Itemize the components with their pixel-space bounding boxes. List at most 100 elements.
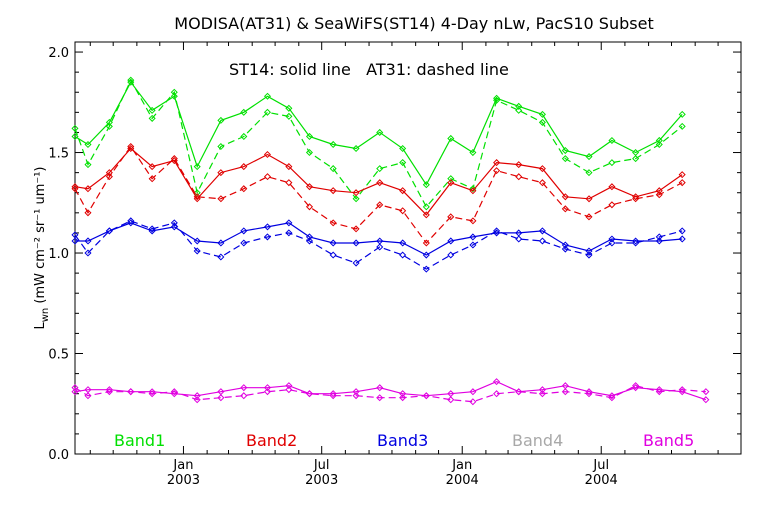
x-tick-label-month: Jul [313,458,330,473]
data-point-band5-solid [263,384,272,392]
data-point-band3-dashed [399,251,407,259]
data-point-band5-dashed [71,384,79,392]
data-point-band5-dashed [399,394,407,402]
data-point-band1-dashed [127,76,135,84]
data-point-band5-dashed [655,388,663,396]
series-line-band1-solid [74,81,683,186]
data-point-band5-solid [217,388,225,396]
data-point-band2-solid [399,187,407,195]
legend: Band1 Band2 Band3 Band4 Band5 [114,431,694,450]
data-point-band1-dashed [538,118,546,126]
data-point-band1-dashed [678,122,686,130]
series-line-band5-dashed [74,385,706,403]
data-point-band3-dashed [561,245,569,253]
data-point-band3-solid [538,227,546,235]
data-point-band5-dashed [217,394,225,402]
data-point-band3-dashed [352,259,360,267]
data-point-band1-solid [515,102,523,110]
data-point-band1-solid [217,116,225,124]
data-point-band1-dashed [585,169,593,177]
line-style-annotation: ST14: solid line AT31: dashed line [229,60,509,79]
data-point-band2-solid [376,179,384,187]
data-point-band2-solid [655,187,663,195]
data-point-band2-dashed [285,179,293,187]
data-point-band1-dashed [352,195,360,203]
data-point-band1-dashed [285,112,293,120]
data-point-band3-dashed [655,233,663,241]
data-point-band2-dashed [305,203,314,211]
data-point-band2-solid [493,159,501,167]
series-line-band3-dashed [74,220,683,270]
data-point-band1-dashed [240,132,248,141]
data-point-band3-solid [469,233,477,241]
data-point-band3-solid [515,229,523,237]
data-point-band2-solid [127,144,135,153]
data-point-band1-dashed [263,108,271,116]
data-point-band3-solid [632,237,640,245]
data-point-band1-dashed [447,175,455,183]
data-point-band3-solid [399,239,407,247]
data-point-band1-dashed [105,122,113,130]
data-point-band5-dashed [469,398,477,406]
data-point-band5-solid [329,390,337,398]
data-point-band2-dashed [263,173,272,181]
data-point-band2-dashed [678,179,686,187]
plot-frame [74,41,742,455]
data-point-band5-dashed [170,388,178,396]
data-point-band1-solid [493,94,501,102]
data-point-band3-dashed [447,251,455,259]
data-point-band2-dashed [399,207,407,215]
data-point-band2-dashed [376,201,384,209]
data-point-band1-dashed [329,165,337,173]
data-point-band5-solid [493,378,501,386]
data-point-band2-solid [469,187,477,195]
data-point-band3-solid [376,237,384,245]
data-point-band1-dashed [71,124,79,132]
data-point-band5-dashed [702,388,710,396]
data-point-band3-dashed [84,249,92,257]
data-point-band3-solid [352,239,360,247]
data-point-band2-dashed [240,185,248,193]
data-point-band3-solid [240,227,248,235]
data-point-band1-solid [193,163,201,171]
data-point-band2-dashed [193,193,201,201]
data-point-band3-solid [193,237,201,245]
data-point-band3-solid [678,235,686,243]
data-point-band2-dashed [608,201,616,209]
data-point-band5-solid [193,392,201,400]
data-point-band3-solid [655,237,663,245]
data-point-band5-dashed [84,392,92,400]
data-point-band3-solid [608,235,616,243]
data-point-band5-solid [399,390,407,398]
data-point-band5-dashed [632,382,640,390]
data-point-band1-dashed [399,159,407,167]
data-point-band5-dashed [376,394,384,402]
data-point-band5-dashed [515,388,523,396]
data-point-band2-solid [561,193,569,201]
x-tick-label-year: 2003 [167,473,200,488]
data-point-band5-dashed [538,390,546,398]
data-point-band2-dashed [127,142,135,151]
data-point-band1-dashed [493,96,501,104]
data-point-band3-dashed [515,235,523,243]
data-point-band1-dashed [193,189,201,197]
data-point-band3-dashed [469,241,477,249]
data-point-band1-solid [170,92,178,100]
data-point-band3-dashed [422,265,430,273]
data-point-band5-dashed [561,388,569,396]
data-point-band2-dashed [632,195,640,203]
data-point-band5-solid [71,388,79,396]
data-point-band3-dashed [329,251,337,259]
data-point-band2-solid [329,187,337,195]
data-point-band5-solid [105,386,113,394]
data-point-band1-solid [469,149,477,157]
data-point-band3-solid [305,233,313,241]
x-tick-label-month: Jan [451,458,472,473]
data-point-band2-solid [447,179,455,187]
data-point-band3-solid [71,237,79,245]
data-point-band1-solid [399,144,407,153]
data-point-band1-solid [422,181,430,189]
series-line-band1-dashed [74,78,683,208]
